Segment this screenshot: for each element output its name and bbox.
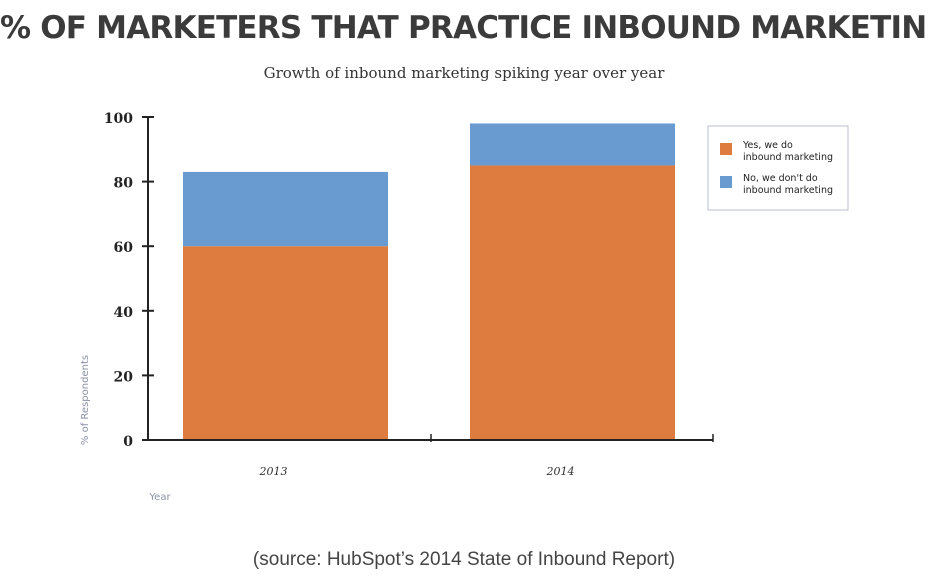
legend-label: Yes, we do bbox=[742, 140, 793, 151]
y-tick-label: 100 bbox=[104, 111, 133, 127]
source-caption: (source: HubSpot’s 2014 State of Inbound… bbox=[252, 549, 676, 570]
y-tick-label: 40 bbox=[114, 305, 134, 321]
chart-subtitle: Growth of inbound marketing spiking year… bbox=[263, 64, 665, 82]
y-tick-label: 20 bbox=[114, 369, 134, 385]
y-tick-label: 0 bbox=[123, 434, 133, 450]
y-axis-title: % of Respondents bbox=[80, 355, 91, 445]
x-axis-title: Year bbox=[148, 492, 171, 503]
bar-yes-2013 bbox=[183, 246, 388, 440]
x-tick-label-2014: 2014 bbox=[546, 465, 575, 478]
legend-swatch-1 bbox=[720, 176, 732, 188]
bar-yes-2014 bbox=[470, 165, 675, 440]
y-tick-label: 80 bbox=[114, 176, 134, 192]
legend-box bbox=[707, 125, 849, 211]
bar-no-2014 bbox=[470, 123, 675, 166]
legend-label: No, we don't do bbox=[743, 173, 818, 184]
y-tick-label: 60 bbox=[114, 240, 134, 256]
legend-label: inbound marketing bbox=[743, 152, 833, 163]
legend-swatch-0 bbox=[720, 143, 732, 155]
legend-label: inbound marketing bbox=[743, 185, 833, 196]
x-tick-label-2013: 2013 bbox=[259, 465, 288, 478]
bar-no-2013 bbox=[183, 171, 388, 247]
chart-title: % OF MARKETERS THAT PRACTICE INBOUND MAR… bbox=[0, 10, 928, 46]
